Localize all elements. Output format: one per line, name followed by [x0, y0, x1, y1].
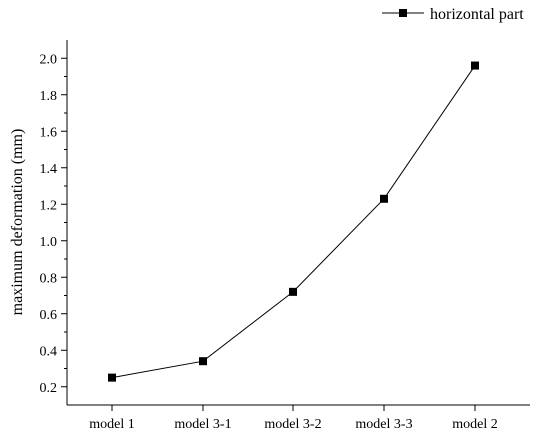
data-point [108, 373, 116, 382]
x-tick-label: model 3-2 [264, 417, 321, 432]
y-tick-label: 0.8 [40, 271, 58, 286]
data-point [199, 357, 207, 366]
y-tick-label: 1.0 [40, 235, 58, 250]
data-point [289, 287, 297, 296]
y-ticks: 0.2 0.4 0.6 0.8 1.0 1.2 1.4 1.6 1.8 2.0 [40, 52, 67, 396]
y-tick-label: 0.4 [40, 344, 58, 359]
legend: horizontal part [382, 6, 524, 23]
y-axis-title: maximum deformation (mm) [9, 129, 26, 316]
data-point [380, 194, 388, 203]
data-point [471, 61, 479, 70]
x-tick-label: model 3-1 [174, 417, 231, 432]
y-tick-label: 0.2 [40, 381, 58, 396]
x-ticks: model 1 model 3-1 model 3-2 model 3-3 model … [89, 405, 498, 432]
x-tick-label: model 3-3 [355, 417, 412, 432]
legend-marker [399, 9, 407, 17]
series-line [111, 65, 476, 379]
y-tick-label: 1.2 [40, 198, 58, 213]
x-tick-label: model 2 [452, 417, 498, 432]
series-layer [108, 61, 479, 382]
y-tick-label: 0.6 [40, 308, 58, 323]
legend-label: horizontal part [430, 6, 524, 23]
y-tick-label: 2.0 [40, 52, 58, 67]
y-tick-label: 1.8 [40, 89, 58, 104]
x-tick-label: model 1 [89, 417, 135, 432]
axes [66, 40, 530, 406]
y-tick-label: 1.4 [40, 162, 58, 177]
y-tick-label: 1.6 [40, 125, 58, 140]
